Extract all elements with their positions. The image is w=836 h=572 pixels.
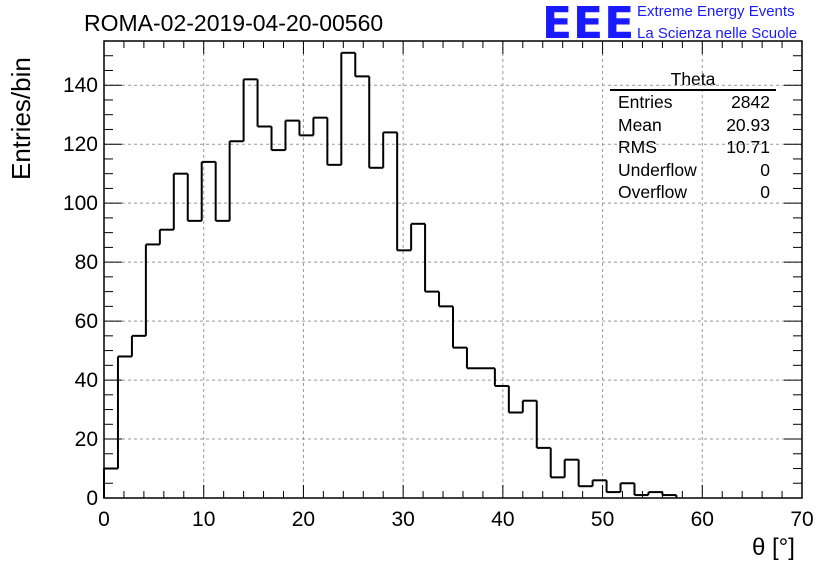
y-tick-label: 20 <box>75 428 98 451</box>
x-tick-label: 30 <box>391 508 414 531</box>
logo-subtitle-2: La Scienza nelle Scuole <box>637 25 798 42</box>
x-tick-label: 70 <box>790 508 813 531</box>
stats-label: Mean <box>618 114 662 135</box>
stats-label: Overflow <box>618 182 688 202</box>
y-tick-label: 80 <box>75 251 98 274</box>
stats-row-underflow: Underflow 0 <box>610 159 776 182</box>
x-tick-label: 40 <box>491 508 514 531</box>
stats-value: 2842 <box>731 92 770 112</box>
x-axis-label: θ [°] <box>752 534 795 561</box>
x-tick-label: 10 <box>192 508 215 531</box>
y-tick-label: 40 <box>75 369 98 392</box>
stats-value: 0 <box>760 159 770 180</box>
stats-row-rms: RMS 10.71 <box>610 136 776 159</box>
plot-frame <box>103 40 803 499</box>
stats-label: Entries <box>618 92 673 112</box>
stats-row-mean: Mean 20.93 <box>610 114 776 137</box>
stats-row-entries: Entries 2842 <box>610 91 776 114</box>
stats-value: 10.71 <box>726 137 770 157</box>
stats-row-overflow: Overflow 0 <box>610 181 776 204</box>
x-tick-label: 20 <box>292 508 315 531</box>
x-tick-label: 0 <box>98 508 110 531</box>
logo-subtitle-1: Extreme Energy Events <box>637 3 795 20</box>
stats-value: 20.93 <box>726 114 770 135</box>
y-tick-label: 140 <box>63 74 98 97</box>
run-title: ROMA-02-2019-04-20-00560 <box>84 10 384 36</box>
stats-title: Theta <box>610 70 776 91</box>
y-tick-label: 0 <box>86 487 98 510</box>
y-tick-label: 60 <box>75 310 98 333</box>
stats-value: 0 <box>760 182 770 202</box>
y-tick-label: 100 <box>63 192 98 215</box>
stats-label: Underflow <box>618 159 697 180</box>
eee-logo: EEE <box>542 0 636 49</box>
stats-box: Theta Entries 2842 Mean 20.93 RMS 10.71 … <box>610 70 776 204</box>
x-tick-label: 60 <box>691 508 714 531</box>
y-tick-label: 120 <box>63 133 98 156</box>
stats-label: RMS <box>618 137 657 157</box>
y-axis-label: Entries/bin <box>6 57 36 180</box>
x-tick-label: 50 <box>591 508 614 531</box>
